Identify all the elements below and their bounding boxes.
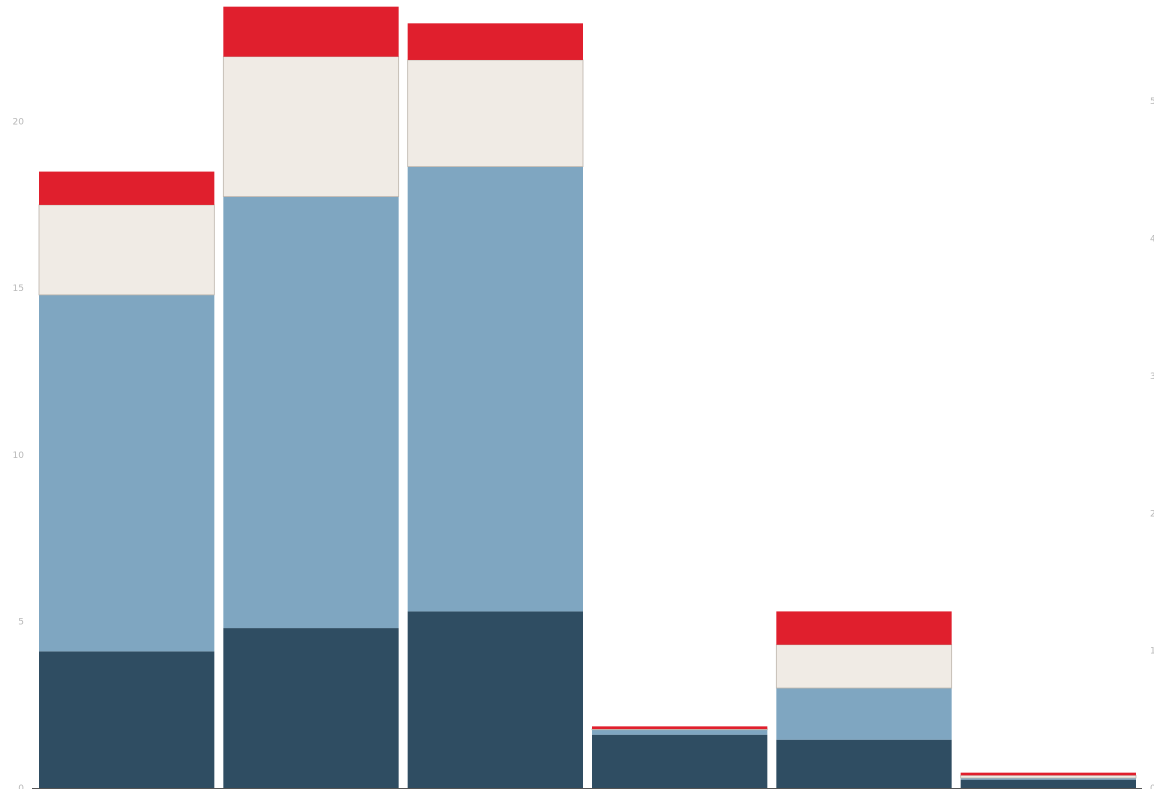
bar-segment-6-2 [960, 778, 1136, 780]
right-axis-tick-label: 4 [1150, 235, 1154, 245]
bar-segment-6-4 [960, 772, 1136, 776]
bar-segment-3-3 [407, 59, 584, 168]
bar-segment-2-2 [223, 196, 399, 629]
left-axis-tick-label: 15 [13, 284, 24, 294]
bar-segment-4-2 [592, 729, 768, 735]
right-axis-tick-label: 0 [1150, 784, 1154, 789]
bar-segment-2-3 [222, 56, 400, 197]
right-axis-tick-label: 1 [1150, 647, 1154, 657]
bar-segment-2-4 [223, 6, 399, 57]
bar-segment-5-2 [776, 688, 952, 740]
bar-segment-1-3 [38, 204, 215, 296]
bar-segment-2-1 [223, 628, 399, 788]
bar-segment-3-2 [407, 166, 583, 612]
bars-layer [38, 6, 1137, 788]
bar-segment-4-4 [592, 726, 768, 730]
right-axis-tick-label: 5 [1150, 97, 1154, 107]
bar-segment-3-1 [407, 611, 583, 788]
left-axis-tick-label: 20 [13, 118, 25, 128]
left-axis-tick-label: 0 [18, 784, 24, 789]
bar-segment-1-4 [39, 171, 215, 205]
bar-segment-3-4 [407, 23, 583, 60]
bar-segment-5-4 [776, 611, 952, 645]
bar-segment-6-1 [960, 779, 1136, 788]
bar-segment-1-2 [39, 294, 215, 652]
bar-segment-5-1 [776, 739, 952, 788]
bar-segment-6-3 [960, 774, 1137, 779]
left-axis-tick-label: 5 [18, 617, 24, 627]
right-axis-tick-label: 2 [1150, 509, 1154, 519]
bar-segment-4-3 [591, 728, 768, 731]
right-axis-tick-label: 3 [1150, 372, 1154, 382]
bar-segment-1-1 [39, 651, 215, 788]
left-axis-tick-label: 10 [13, 451, 25, 461]
bar-segment-5-3 [775, 644, 953, 689]
bar-segment-4-1 [592, 734, 768, 788]
